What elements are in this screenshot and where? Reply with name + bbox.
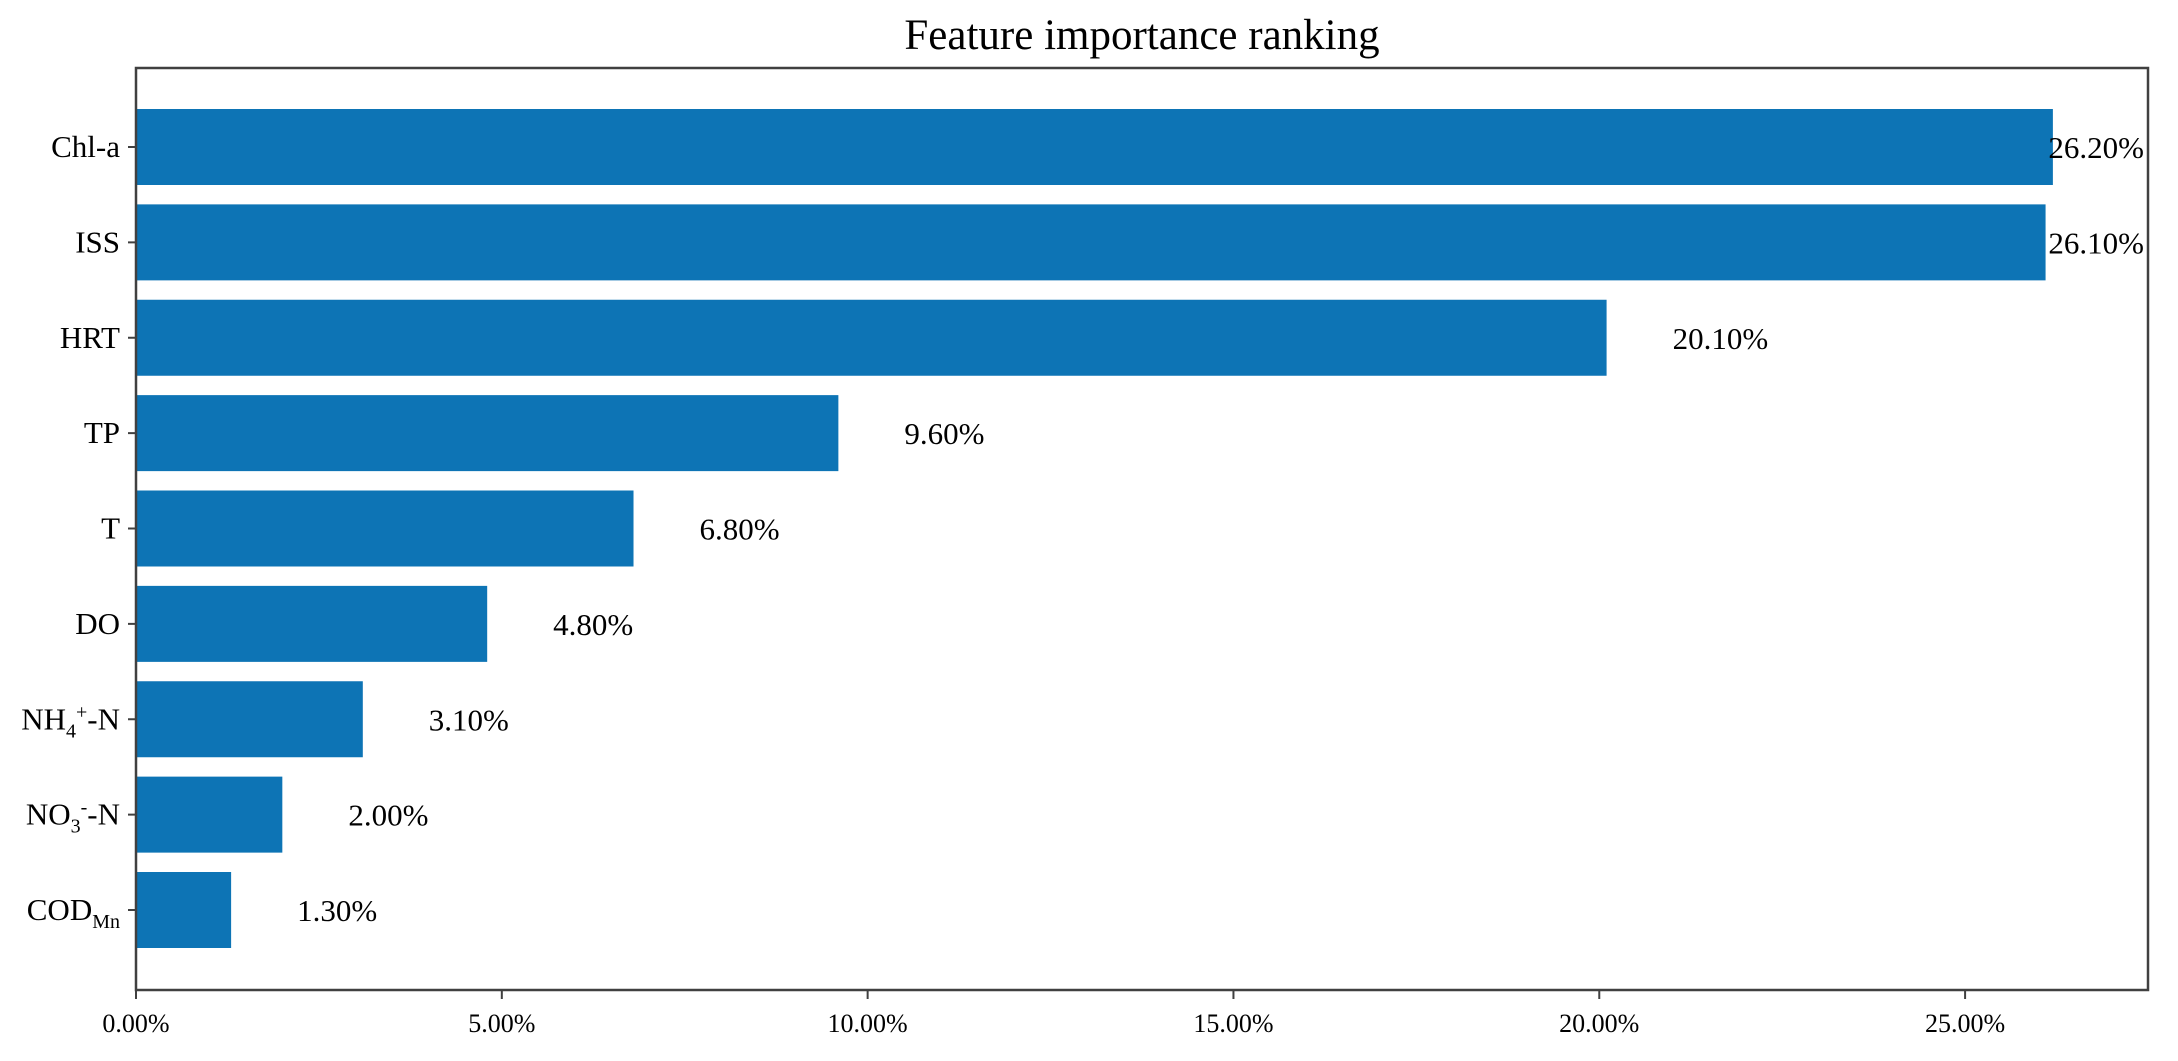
bar [137, 872, 232, 948]
bar [137, 776, 283, 853]
bar-value-label: 4.80% [553, 607, 633, 642]
category-label: DO [75, 606, 120, 641]
plot-area: 0.00% 5.00% 10.00% 15.00% 20.00% 25.00% Chl-a I… [21, 66, 2150, 1038]
category-label: Chl-a [51, 129, 120, 164]
bar [137, 681, 363, 758]
bar [137, 490, 634, 567]
x-tick-label: 15.00% [1193, 1009, 1273, 1038]
x-tick-label: 10.00% [828, 1009, 908, 1038]
bar [137, 585, 488, 662]
x-tick-label: 25.00% [1925, 1009, 2005, 1038]
category-label: ISS [75, 224, 120, 259]
bar-value-label: 6.80% [700, 512, 780, 547]
bar [137, 204, 2046, 281]
bar-value-label: 1.30% [297, 893, 377, 928]
bar-value-label: 20.10% [1673, 321, 1769, 356]
bar-value-label: 3.10% [429, 702, 509, 737]
category-label: NO3--N [26, 797, 120, 838]
x-tick-label: 5.00% [468, 1009, 535, 1038]
bar-value-label: 26.20% [2048, 130, 2144, 165]
chart-title: Feature importance ranking [904, 12, 1379, 59]
bar-value-label: 9.60% [904, 416, 984, 451]
bar-value-label: 26.10% [2048, 225, 2144, 260]
category-label: NH4+-N [21, 701, 120, 742]
bar [137, 395, 839, 472]
bar [137, 299, 1607, 376]
category-label: CODMn [27, 892, 120, 933]
category-label: T [101, 511, 120, 546]
category-label: HRT [60, 320, 120, 355]
bar [137, 109, 2053, 185]
x-tick-label: 20.00% [1559, 1009, 1639, 1038]
category-label: TP [84, 415, 120, 450]
x-tick-label: 0.00% [102, 1009, 169, 1038]
bar-value-label: 2.00% [348, 798, 428, 833]
